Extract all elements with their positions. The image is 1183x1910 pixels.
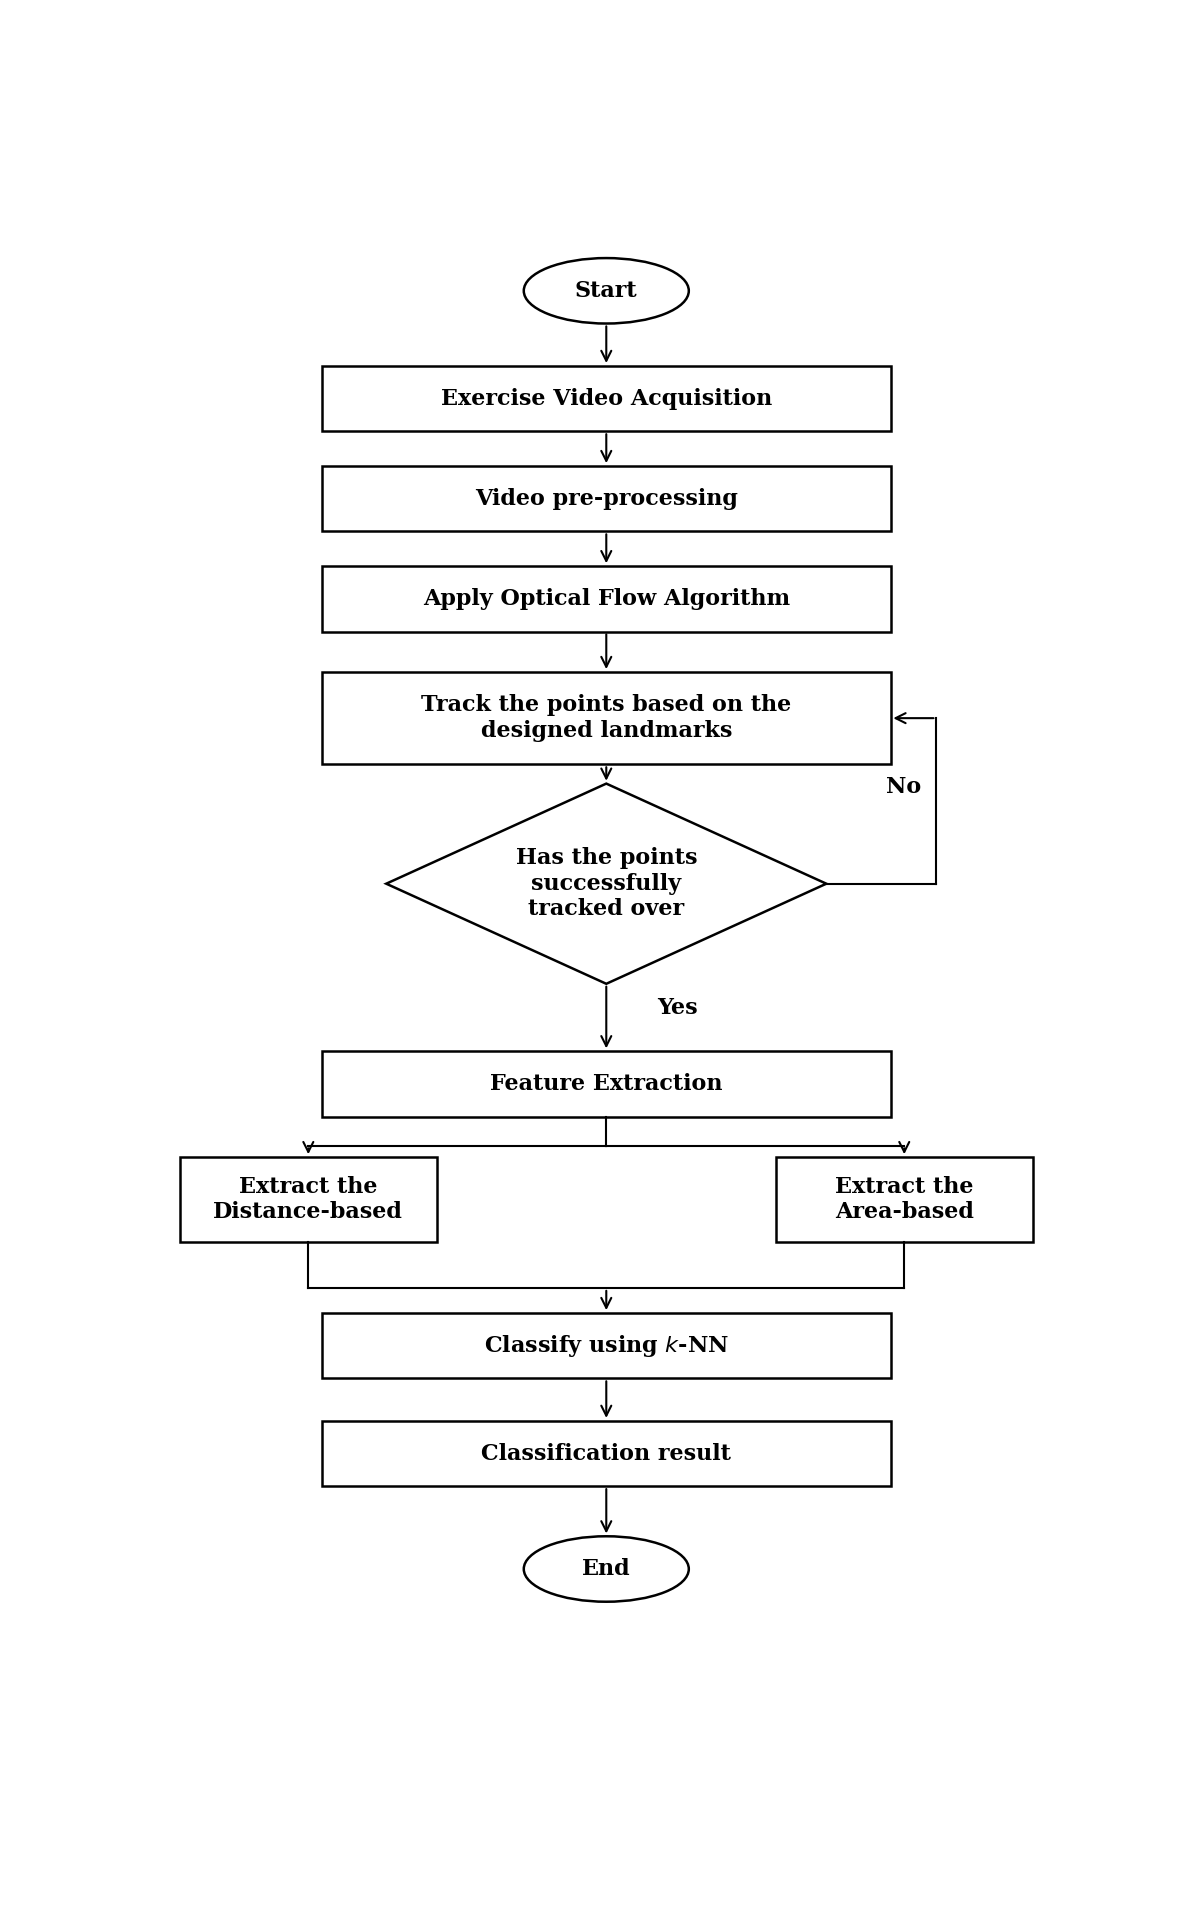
- Text: Start: Start: [575, 279, 638, 302]
- Text: Apply Optical Flow Algorithm: Apply Optical Flow Algorithm: [422, 588, 790, 609]
- FancyBboxPatch shape: [322, 1050, 891, 1117]
- Text: Has the points
successfully
tracked over: Has the points successfully tracked over: [516, 848, 697, 921]
- FancyBboxPatch shape: [322, 466, 891, 531]
- Text: Classify using $k$-NN: Classify using $k$-NN: [484, 1333, 729, 1358]
- FancyBboxPatch shape: [180, 1157, 437, 1242]
- FancyBboxPatch shape: [776, 1157, 1033, 1242]
- Text: Video pre-processing: Video pre-processing: [474, 487, 738, 510]
- Polygon shape: [386, 783, 826, 984]
- Text: Yes: Yes: [657, 997, 697, 1020]
- Text: Track the points based on the
designed landmarks: Track the points based on the designed l…: [421, 695, 791, 741]
- FancyBboxPatch shape: [322, 1312, 891, 1379]
- Ellipse shape: [524, 258, 689, 323]
- Text: Extract the
Distance-based: Extract the Distance-based: [213, 1177, 403, 1222]
- FancyBboxPatch shape: [322, 565, 891, 632]
- Text: Classification result: Classification result: [481, 1442, 731, 1465]
- Text: No: No: [886, 777, 922, 798]
- FancyBboxPatch shape: [322, 367, 891, 432]
- Text: Feature Extraction: Feature Extraction: [490, 1073, 723, 1094]
- Text: Extract the
Area-based: Extract the Area-based: [835, 1177, 974, 1222]
- Text: Exercise Video Acquisition: Exercise Video Acquisition: [440, 388, 772, 409]
- Ellipse shape: [524, 1536, 689, 1602]
- FancyBboxPatch shape: [322, 1421, 891, 1486]
- Text: End: End: [582, 1559, 631, 1580]
- FancyBboxPatch shape: [322, 672, 891, 764]
